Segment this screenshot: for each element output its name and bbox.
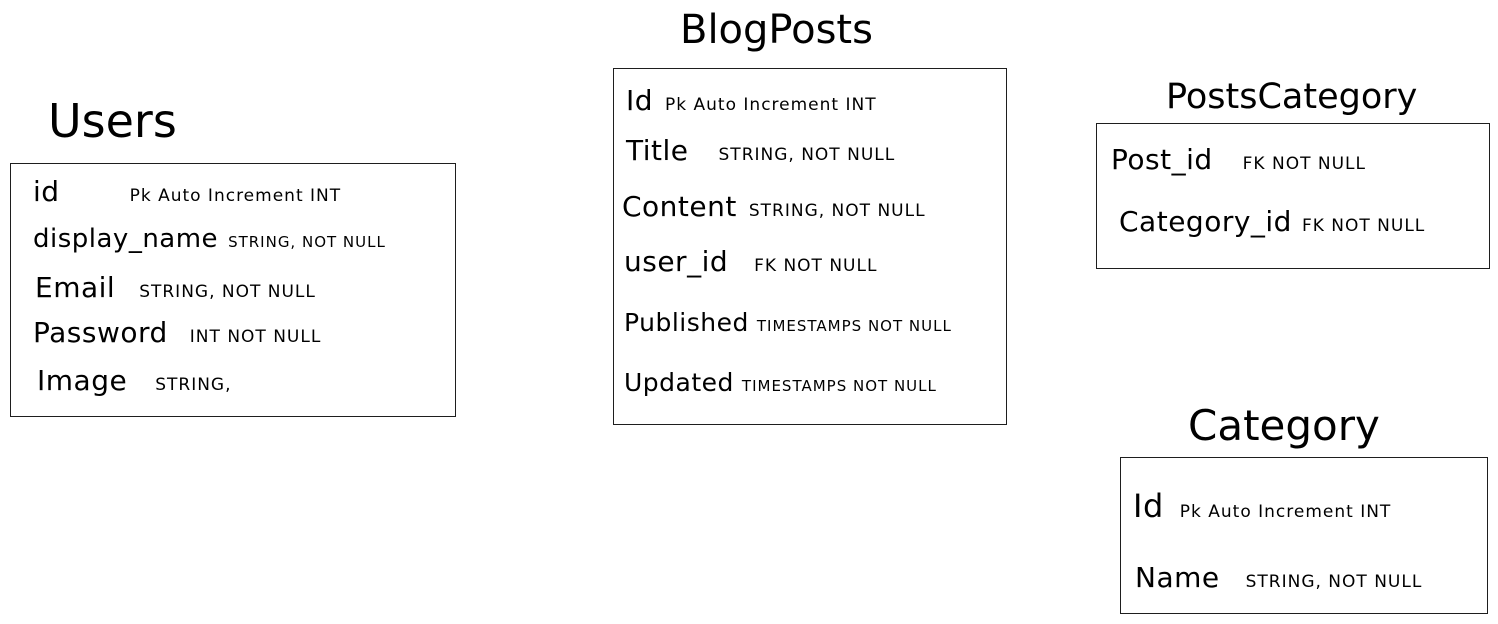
field-name: Post_id <box>1111 143 1213 176</box>
entity-field-row: Password INT NOT NULL <box>33 319 321 347</box>
field-name: Password <box>33 316 168 349</box>
field-type: STRING, NOT NULL <box>1245 572 1423 592</box>
category-entity-box: Id Pk Auto Increment INT Name STRING, NOT … <box>1120 457 1488 614</box>
entity-field-row: Title STRING, NOT NULL <box>626 137 895 165</box>
field-name: Id <box>1133 487 1164 525</box>
entity-field-row: Content STRING, NOT NULL <box>622 193 926 221</box>
entity-field-row: Email STRING, NOT NULL <box>35 274 316 302</box>
field-type: FK NOT NULL <box>1242 154 1366 174</box>
entity-field-row: Id Pk Auto Increment INT <box>626 87 877 115</box>
entity-field-row: Updated TIMESTAMPS NOT NULL <box>624 370 937 395</box>
field-type: STRING, NOT NULL <box>228 233 386 251</box>
entity-field-row: Name STRING, NOT NULL <box>1135 564 1422 592</box>
entity-field-row: Id Pk Auto Increment INT <box>1133 490 1391 522</box>
field-type: Pk Auto Increment INT <box>665 95 877 115</box>
field-name: Published <box>624 308 749 337</box>
category-entity-title: Category <box>1188 401 1380 450</box>
field-type: STRING, NOT NULL <box>718 145 896 165</box>
field-name: Name <box>1135 561 1220 594</box>
blogposts-entity-title: BlogPosts <box>680 7 873 53</box>
field-type: TIMESTAMPS NOT NULL <box>741 377 937 395</box>
entity-field-row: display_name STRING, NOT NULL <box>33 226 386 252</box>
field-name: Category_id <box>1119 205 1292 238</box>
postscategory-entity-title: PostsCategory <box>1166 77 1418 117</box>
blogposts-entity-box: Id Pk Auto Increment INT Title STRING, NOT… <box>613 68 1007 425</box>
entity-field-row: Category_id FK NOT NULL <box>1119 208 1425 236</box>
entity-field-row: id Pk Auto Increment INT <box>33 178 341 206</box>
field-type: Pk Auto Increment INT <box>1179 502 1392 522</box>
users-entity-box: id Pk Auto Increment INT display_name STRI… <box>10 163 456 417</box>
field-type: TIMESTAMPS NOT NULL <box>756 317 952 335</box>
field-type: STRING, <box>155 375 232 395</box>
field-type: STRING, NOT NULL <box>748 201 926 221</box>
entity-field-row: Published TIMESTAMPS NOT NULL <box>624 310 952 335</box>
field-name: Updated <box>624 368 734 397</box>
field-type: FK NOT NULL <box>754 256 878 276</box>
field-type: FK NOT NULL <box>1301 216 1426 236</box>
postscategory-entity-box: Post_id FK NOT NULL Category_id FK NOT NUL… <box>1096 123 1490 269</box>
entity-field-row: user_id FK NOT NULL <box>624 248 877 276</box>
users-entity-title: Users <box>48 94 177 148</box>
field-type: STRING, NOT NULL <box>139 282 316 302</box>
field-name: Id <box>626 84 654 117</box>
field-name: Content <box>622 190 737 223</box>
field-name: Image <box>37 364 128 397</box>
entity-field-row: Post_id FK NOT NULL <box>1111 146 1366 174</box>
field-name: Email <box>35 271 116 304</box>
field-type: Pk Auto Increment INT <box>129 186 342 206</box>
field-name: user_id <box>624 245 729 278</box>
field-type: INT NOT NULL <box>189 327 322 347</box>
field-name: Title <box>626 134 689 167</box>
entity-field-row: Image STRING, <box>37 367 232 395</box>
field-name: id <box>33 175 60 208</box>
field-name: display_name <box>33 224 219 254</box>
